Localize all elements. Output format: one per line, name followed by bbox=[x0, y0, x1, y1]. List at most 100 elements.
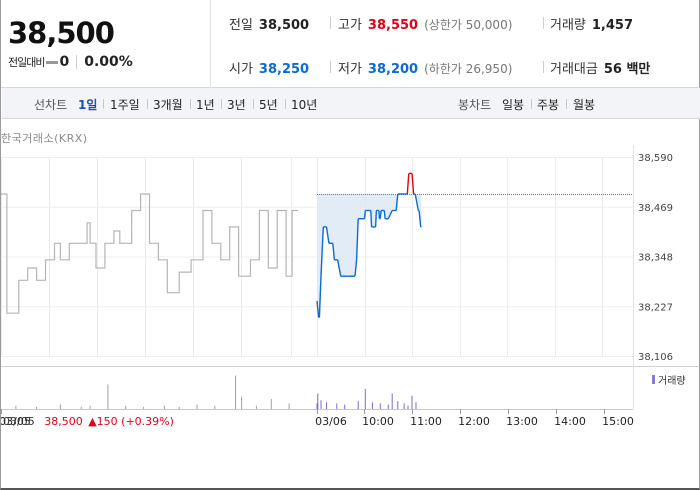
chart-grid bbox=[1, 145, 700, 410]
prev-price: 38,500 bbox=[44, 415, 83, 428]
stat-high: 고가 38,550 (상한가 50,000) bbox=[338, 14, 512, 33]
divider bbox=[103, 99, 104, 109]
y-tick-label: 38,469 bbox=[638, 203, 673, 214]
candle-chart-label: 봉차트 bbox=[458, 98, 492, 112]
exchange-label: 한국거래소(KRX) bbox=[1, 132, 88, 145]
price-segment bbox=[406, 173, 410, 195]
stat-value: 38,550 bbox=[367, 18, 419, 33]
line-chart-label: 선차트 bbox=[34, 98, 68, 112]
x-tick-label: 14:00 bbox=[554, 415, 586, 428]
volume-legend: 거래량 bbox=[652, 372, 686, 387]
stat-open: 시가 38,250 bbox=[229, 58, 309, 77]
price-segment bbox=[418, 210, 422, 227]
divider bbox=[285, 99, 286, 109]
price-segment bbox=[414, 193, 419, 211]
price-segment bbox=[374, 210, 378, 227]
price-segment bbox=[370, 210, 373, 227]
stat-label: 시가 bbox=[229, 62, 253, 77]
stat-volume: 거래량 1,457 bbox=[550, 14, 633, 33]
x-tick-label: 12:00 bbox=[458, 415, 490, 428]
tab-10y[interactable]: 10년 bbox=[291, 98, 318, 112]
y-tick-label: 38,348 bbox=[638, 253, 673, 264]
price-segment bbox=[355, 218, 359, 260]
tab-monthly[interactable]: 월봉 bbox=[573, 98, 596, 112]
x-tick-label: 03/06 bbox=[315, 415, 347, 428]
x-tick-label: 10:00 bbox=[362, 415, 394, 428]
price-segment bbox=[332, 243, 336, 260]
price-segment bbox=[336, 259, 342, 277]
x-tick-label: 15:00 bbox=[602, 415, 634, 428]
price-segment bbox=[363, 210, 366, 219]
quote-summary: 38,500 전일대비 0 0.00% 전일 38,500 고가 38,550 … bbox=[1, 0, 700, 88]
prev-change: ▲150 (+0.39%) bbox=[88, 415, 174, 428]
change-label: 전일대비 bbox=[8, 56, 45, 69]
y-tick-label: 38,590 bbox=[638, 153, 673, 164]
price-segment bbox=[318, 276, 322, 318]
chart-tabs: 선차트 1일 1주일 3개월 1년 3년 5년 10년 봉차트 일봉 주봉 월봉 bbox=[2, 88, 700, 119]
stat-value: 38,200 bbox=[367, 62, 419, 77]
y-tick-label: 38,106 bbox=[638, 352, 673, 363]
stat-label: 거래량 bbox=[550, 18, 586, 33]
price-segment bbox=[379, 210, 382, 219]
y-axis: 38,590 38,469 38,348 38,227 38,106 bbox=[638, 153, 673, 363]
divider bbox=[147, 99, 148, 109]
stat-label: 고가 bbox=[338, 18, 362, 33]
prev-day-summary: 03/05 38,500 ▲150 (+0.39%) bbox=[3, 415, 174, 428]
legend-label: 거래량 bbox=[658, 376, 686, 387]
legend-swatch bbox=[652, 375, 655, 384]
tab-weekly[interactable]: 주봉 bbox=[537, 98, 560, 112]
divider bbox=[330, 61, 331, 73]
price-segment bbox=[395, 193, 399, 211]
divider bbox=[543, 61, 544, 73]
tab-1d[interactable]: 1일 bbox=[78, 98, 98, 112]
stat-value: 56 백만 bbox=[603, 62, 651, 77]
below-reference-area bbox=[317, 194, 422, 318]
current-price: 38,500 bbox=[8, 16, 115, 50]
tab-1y[interactable]: 1년 bbox=[196, 98, 215, 112]
stat-prev-close: 전일 38,500 bbox=[229, 14, 309, 33]
tab-1w[interactable]: 1주일 bbox=[110, 98, 140, 112]
stat-amount: 거래대금 56 백만 bbox=[550, 58, 650, 77]
divider bbox=[253, 99, 254, 109]
divider bbox=[531, 99, 532, 109]
x-tick-label: 13:00 bbox=[506, 415, 538, 428]
change-row: 전일대비 0 0.00% bbox=[8, 54, 133, 70]
price-segment bbox=[316, 300, 320, 318]
divider bbox=[543, 17, 544, 29]
change-rate: 0.00% bbox=[84, 54, 133, 70]
divider bbox=[221, 99, 222, 109]
tab-3y[interactable]: 3년 bbox=[227, 98, 246, 112]
price-box: 38,500 전일대비 0 0.00% bbox=[1, 0, 211, 88]
change-value: 0 bbox=[59, 54, 70, 70]
divider bbox=[330, 17, 331, 29]
stat-sub: (하한가 26,950) bbox=[424, 62, 513, 76]
price-segment bbox=[383, 210, 386, 219]
x-tick-label: 03/05 bbox=[1, 415, 31, 428]
tab-3m[interactable]: 3개월 bbox=[153, 98, 183, 112]
stat-sub: (상한가 50,000) bbox=[424, 18, 513, 32]
divider bbox=[566, 99, 567, 109]
prev-date: 03/05 bbox=[3, 415, 35, 428]
flat-change-icon bbox=[46, 60, 59, 64]
prev-day-price-line bbox=[1, 193, 298, 314]
price-lines bbox=[1, 172, 633, 319]
price-segment bbox=[411, 173, 415, 195]
tab-5y[interactable]: 5년 bbox=[259, 98, 278, 112]
price-segment bbox=[320, 226, 324, 277]
divider bbox=[190, 99, 191, 109]
stat-value: 38,250 bbox=[258, 62, 310, 77]
volume-bars bbox=[15, 375, 417, 409]
divider bbox=[76, 55, 78, 69]
price-area bbox=[317, 194, 422, 318]
stat-low: 저가 38,200 (하한가 26,950) bbox=[338, 58, 512, 77]
x-axis: 03/05 03/06 10:00 11:00 12:00 13:00 14:00 15:00 bbox=[1, 409, 634, 428]
price-segment bbox=[325, 226, 330, 244]
stat-value: 38,500 bbox=[258, 18, 310, 33]
stat-label: 저가 bbox=[338, 62, 362, 77]
tab-daily[interactable]: 일봉 bbox=[502, 98, 525, 112]
y-tick-label: 38,227 bbox=[638, 302, 673, 313]
stat-label: 전일 bbox=[229, 18, 253, 33]
price-segment bbox=[378, 210, 381, 219]
